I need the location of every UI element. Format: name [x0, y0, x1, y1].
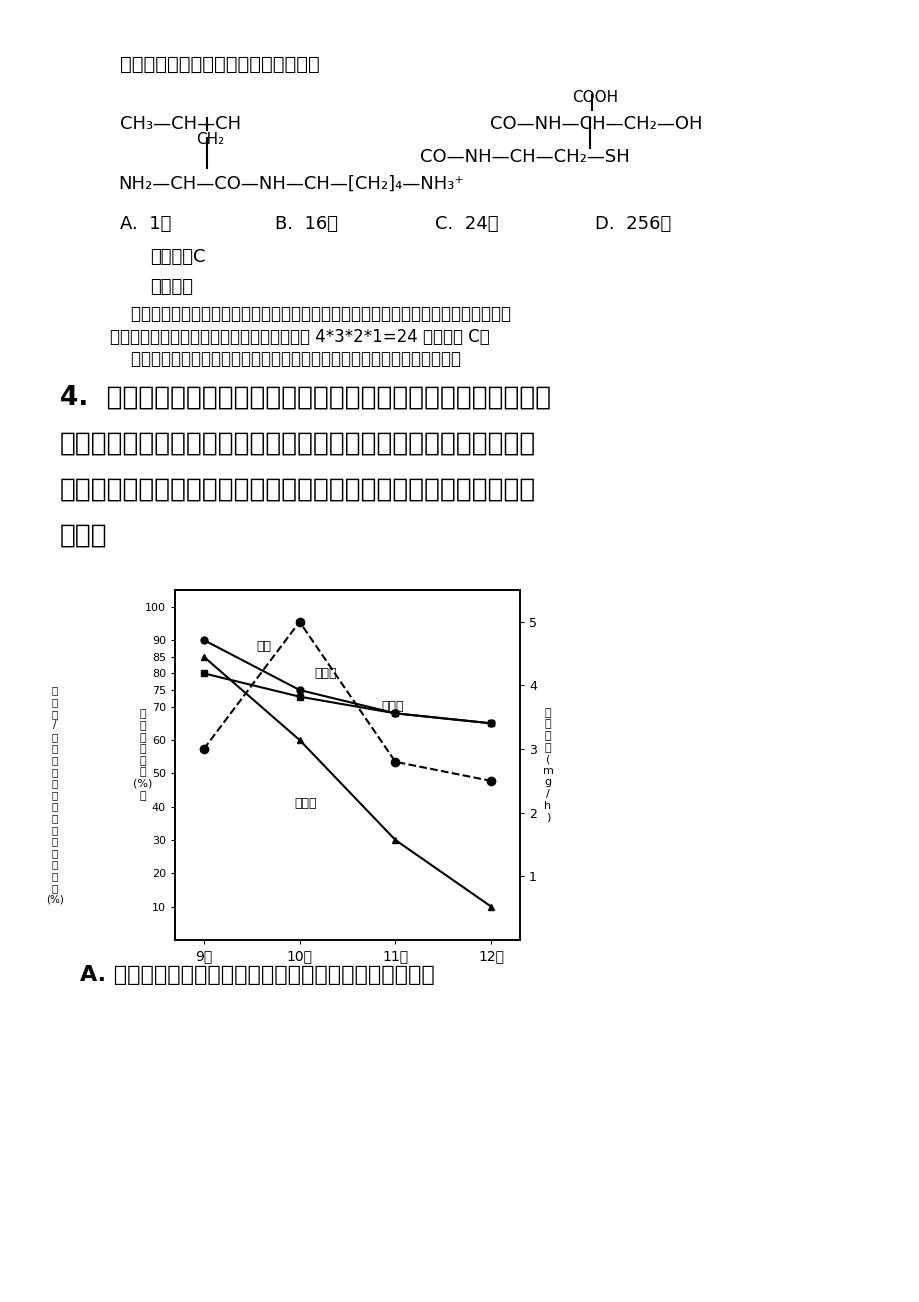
Text: COOH: COOH [572, 90, 618, 105]
Text: 呼吸: 呼吸 [256, 641, 271, 654]
Text: 水
的
质
量
分
数
(%)
中: 水 的 质 量 分 数 (%) 中 [133, 710, 153, 801]
Text: 误的是: 误的是 [60, 523, 108, 549]
Text: 列适应低温的生理生化变化，抗寒力逐渐增强。右下图为冬小麦在不: 列适应低温的生理生化变化，抗寒力逐渐增强。右下图为冬小麦在不 [60, 431, 536, 457]
Text: A. 冬季来临，自由水明显减少是呼吸速率下降的原因之一: A. 冬季来临，自由水明显减少是呼吸速率下降的原因之一 [80, 965, 435, 986]
Text: 自由水: 自由水 [294, 797, 317, 810]
Text: CO—NH—CH—CH₂—OH: CO—NH—CH—CH₂—OH [490, 115, 702, 133]
Text: 自
由
水
/
束
缚
水
的
比
值
及
含
水
量
的
相
对
量
(%): 自 由 水 / 束 缚 水 的 比 值 及 含 水 量 的 相 对 量 (%) [46, 686, 63, 905]
Text: 同时期含水量和呼吸速率变化关系图。请根据图推断以下有关说法错: 同时期含水量和呼吸速率变化关系图。请根据图推断以下有关说法错 [60, 477, 536, 503]
Text: 【解析】: 【解析】 [150, 279, 193, 296]
Text: 结合水: 结合水 [313, 667, 336, 680]
Text: 【答案】C: 【答案】C [150, 247, 205, 266]
Text: NH₂—CH—CO—NH—CH—[CH₂]₄—NH₃⁺: NH₂—CH—CO—NH—CH—[CH₂]₄—NH₃⁺ [118, 174, 463, 193]
Text: 4.  植物在冬季来临过程中，随着气温的逐渐降低，体内发生了一系: 4. 植物在冬季来临过程中，随着气温的逐渐降低，体内发生了一系 [60, 385, 550, 411]
Text: CO—NH—CH—CH₂—SH: CO—NH—CH—CH₂—SH [420, 148, 630, 165]
Text: A.  1种: A. 1种 [119, 215, 171, 233]
Text: 物相同说明每个氨基酸只参与一次，故种类是 4*3*2*1=24 种，故选 C。: 物相同说明每个氨基酸只参与一次，故种类是 4*3*2*1=24 种，故选 C。 [110, 328, 489, 346]
Text: 含水量: 含水量 [380, 700, 403, 713]
Text: D.  256种: D. 256种 [595, 215, 671, 233]
Text: 考点：本题考查蛋白质相关知识，意在考察考生对知识点的理解掌握程度。: 考点：本题考查蛋白质相关知识，意在考察考生对知识点的理解掌握程度。 [110, 350, 460, 368]
Text: 试题分析：该化合物是三肽由四种四个氨基酸组成，重新组成的相对分子质量与原化合: 试题分析：该化合物是三肽由四种四个氨基酸组成，重新组成的相对分子质量与原化合 [110, 305, 510, 323]
Text: CH₃—CH—CH: CH₃—CH—CH [119, 115, 241, 133]
Text: 呼
吸
速
率
(
m
g
/
h
): 呼 吸 速 率 ( m g / h ) [542, 708, 553, 822]
Text: B.  16种: B. 16种 [275, 215, 337, 233]
Text: 同，理论上，反应容器中的物质种类有: 同，理论上，反应容器中的物质种类有 [119, 55, 320, 74]
Text: CH₂: CH₂ [196, 132, 224, 147]
Text: C.  24种: C. 24种 [435, 215, 498, 233]
